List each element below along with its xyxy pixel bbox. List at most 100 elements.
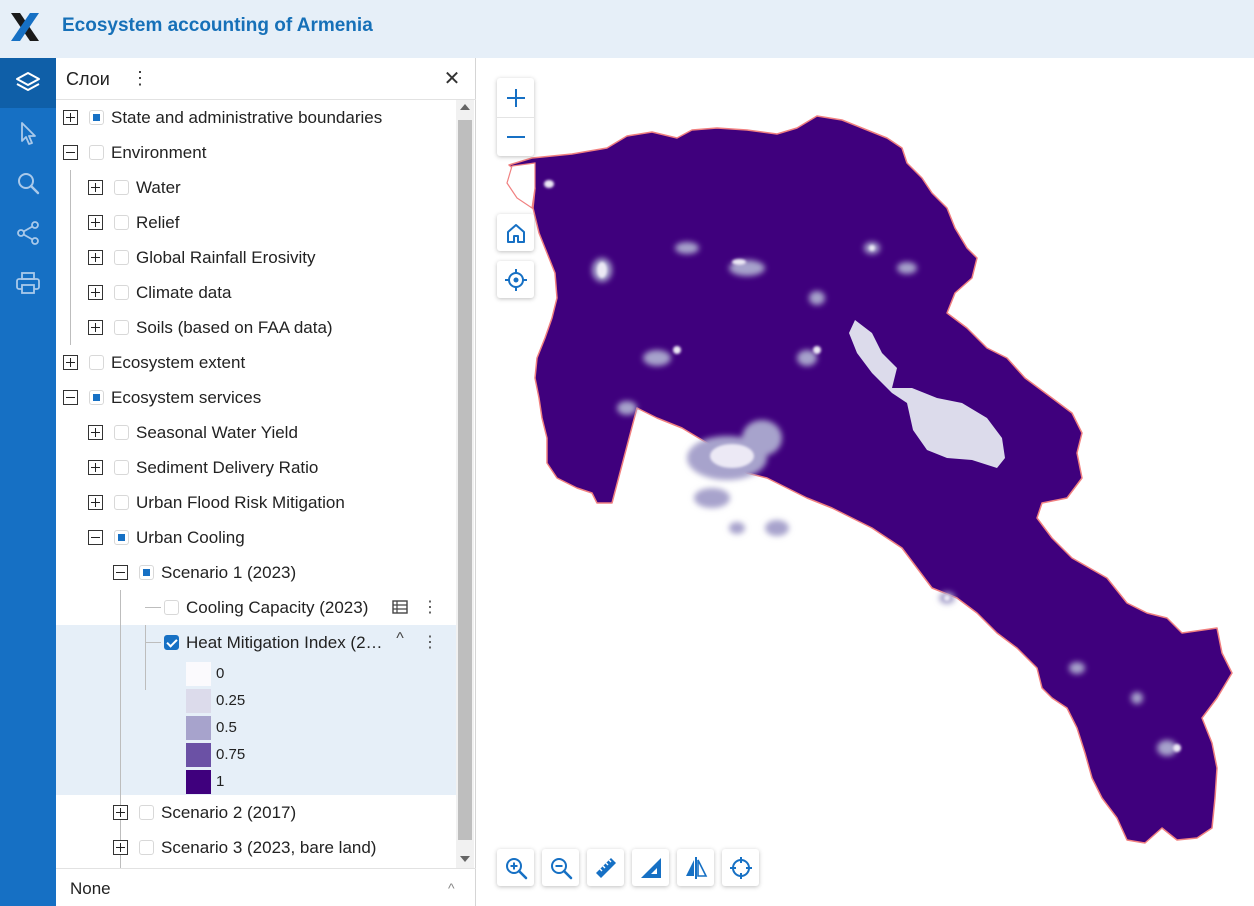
collapse-toggle[interactable]: [113, 565, 128, 580]
map-view[interactable]: [477, 58, 1254, 906]
expand-toggle[interactable]: [88, 285, 103, 300]
measure-distance-button[interactable]: [587, 849, 624, 886]
armenia-map-layer[interactable]: [477, 58, 1254, 906]
zoom-out-box-button[interactable]: [542, 849, 579, 886]
layer-row-climate-data[interactable]: Climate data: [56, 275, 456, 310]
layer-checkbox[interactable]: [114, 180, 129, 195]
layer-row-scenario-1[interactable]: Scenario 1 (2023): [56, 555, 456, 590]
layer-more-button[interactable]: ⋮: [422, 634, 438, 651]
layer-row-seasonal-water-yield[interactable]: Seasonal Water Yield: [56, 415, 456, 450]
zoom-in-box-button[interactable]: [497, 849, 534, 886]
layer-checkbox[interactable]: [114, 495, 129, 510]
layer-row-urban-flood-risk[interactable]: Urban Flood Risk Mitigation: [56, 485, 456, 520]
collapse-legend-button[interactable]: ^: [396, 630, 404, 647]
layer-checkbox[interactable]: [114, 530, 129, 545]
layer-row-ecosystem-services[interactable]: Ecosystem services: [56, 380, 456, 415]
layer-row-ecosystem-extent[interactable]: Ecosystem extent: [56, 345, 456, 380]
layer-more-button[interactable]: ⋮: [422, 599, 438, 616]
scroll-thumb[interactable]: [458, 120, 472, 840]
chevron-up-icon[interactable]: ^: [448, 880, 455, 896]
app-logo-icon[interactable]: [9, 11, 41, 43]
measure-area-button[interactable]: [632, 849, 669, 886]
zoom-in-button[interactable]: [497, 78, 534, 117]
print-tool-button[interactable]: [0, 258, 56, 308]
layer-checkbox[interactable]: [89, 110, 104, 125]
layer-checkbox[interactable]: [114, 215, 129, 230]
collapse-toggle[interactable]: [63, 390, 78, 405]
legend-item: 0.75: [186, 741, 386, 767]
layer-row-soils[interactable]: Soils (based on FAA data): [56, 310, 456, 345]
collapse-toggle[interactable]: [88, 530, 103, 545]
layer-checkbox[interactable]: [139, 840, 154, 855]
layer-checkbox[interactable]: [164, 635, 179, 650]
zoom-in-icon: [506, 88, 525, 107]
scroll-up-arrow-icon[interactable]: [460, 104, 470, 110]
layer-row-heat-mitigation-index[interactable]: Heat Mitigation Index (2… ^ ⋮: [56, 625, 456, 660]
layer-checkbox[interactable]: [114, 320, 129, 335]
layer-checkbox[interactable]: [89, 355, 104, 370]
search-tool-button[interactable]: [0, 158, 56, 208]
layer-label: Seasonal Water Yield: [136, 423, 298, 442]
home-icon: [506, 223, 525, 243]
expand-toggle[interactable]: [113, 805, 128, 820]
layer-row-state-boundaries[interactable]: State and administrative boundaries: [56, 100, 456, 135]
expand-toggle[interactable]: [88, 215, 103, 230]
table-icon[interactable]: [390, 597, 410, 617]
collapse-toggle[interactable]: [63, 145, 78, 160]
layer-row-rainfall-erosivity[interactable]: Global Rainfall Erosivity: [56, 240, 456, 275]
layer-row-scenario-3[interactable]: Scenario 3 (2023, bare land): [56, 830, 456, 865]
layer-row-environment[interactable]: Environment: [56, 135, 456, 170]
layer-tree-scrollbar[interactable]: [456, 100, 474, 868]
coordinate-target-button[interactable]: [722, 849, 759, 886]
tree-guide-line: [145, 625, 146, 690]
expand-toggle[interactable]: [113, 840, 128, 855]
layer-checkbox[interactable]: [114, 460, 129, 475]
expand-toggle[interactable]: [88, 495, 103, 510]
layer-tree: State and administrative boundaries Envi…: [56, 100, 456, 868]
layer-checkbox[interactable]: [114, 250, 129, 265]
compare-swipe-button[interactable]: [677, 849, 714, 886]
panel-menu-button[interactable]: ⋮: [131, 68, 149, 88]
scroll-down-arrow-icon[interactable]: [460, 856, 470, 862]
app-title[interactable]: Ecosystem accounting of Armenia: [62, 15, 373, 36]
layer-checkbox[interactable]: [139, 805, 154, 820]
compare-swipe-icon: [685, 856, 707, 879]
layer-row-cooling-capacity[interactable]: Cooling Capacity (2023) ⋮: [56, 590, 456, 625]
panel-title: Слои: [66, 69, 110, 89]
country-polygon[interactable]: [508, 115, 1233, 844]
basemap-selector-value[interactable]: None: [70, 879, 111, 898]
expand-toggle[interactable]: [88, 320, 103, 335]
layer-checkbox[interactable]: [89, 145, 104, 160]
expand-toggle[interactable]: [88, 460, 103, 475]
layer-row-relief[interactable]: Relief: [56, 205, 456, 240]
share-icon: [17, 221, 39, 245]
layer-checkbox[interactable]: [114, 285, 129, 300]
zoom-out-button[interactable]: [497, 117, 534, 156]
layer-row-water[interactable]: Water: [56, 170, 456, 205]
layer-checkbox[interactable]: [89, 390, 104, 405]
legend-item: 0.25: [186, 687, 386, 713]
layer-row-sediment-delivery[interactable]: Sediment Delivery Ratio: [56, 450, 456, 485]
select-tool-button[interactable]: [0, 108, 56, 158]
layer-checkbox[interactable]: [139, 565, 154, 580]
layer-row-urban-cooling[interactable]: Urban Cooling: [56, 520, 456, 555]
layers-button[interactable]: [0, 58, 56, 108]
layer-row-scenario-2[interactable]: Scenario 2 (2017): [56, 795, 456, 830]
legend-item: 0: [186, 660, 386, 686]
panel-footer[interactable]: None ^: [56, 868, 476, 906]
print-icon: [16, 272, 40, 294]
expand-toggle[interactable]: [63, 355, 78, 370]
expand-toggle[interactable]: [88, 425, 103, 440]
layer-checkbox[interactable]: [114, 425, 129, 440]
expand-toggle[interactable]: [63, 110, 78, 125]
locate-button[interactable]: [497, 261, 534, 298]
share-tool-button[interactable]: [0, 208, 56, 258]
legend-swatch: [186, 743, 211, 767]
expand-toggle[interactable]: [88, 250, 103, 265]
home-button[interactable]: [497, 214, 534, 251]
expand-toggle[interactable]: [88, 180, 103, 195]
layer-label: Water: [136, 178, 181, 197]
panel-close-button[interactable]: ✕: [443, 68, 461, 90]
zoom-out-box-icon: [550, 857, 572, 879]
layer-checkbox[interactable]: [164, 600, 179, 615]
